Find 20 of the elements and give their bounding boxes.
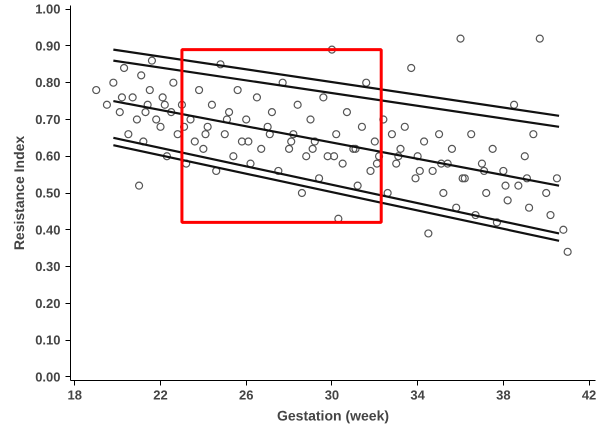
y-tick-label: 0.80 (35, 75, 61, 90)
x-tick-label: 18 (68, 388, 82, 402)
y-tick-label: 0.00 (35, 369, 61, 384)
y-axis-title: Resistance Index (11, 136, 28, 250)
x-tick-label: 22 (153, 388, 168, 402)
y-tick-label: 0.40 (35, 222, 61, 238)
y-tick-label: 1.00 (35, 2, 61, 17)
y-tick-label: 0.20 (35, 296, 61, 311)
x-tick-label: 26 (238, 388, 254, 402)
y-tick-label: 0.70 (35, 112, 61, 127)
y-tick-label: 0.50 (35, 186, 61, 200)
y-tick-label: 0.90 (35, 38, 61, 54)
x-tick-label: 42 (582, 388, 596, 402)
x-tick-label: 38 (496, 388, 511, 402)
y-tick-label: 0.60 (35, 148, 61, 164)
y-tick-label: 0.30 (35, 259, 61, 274)
x-tick-label: 30 (324, 388, 340, 402)
y-tick-label: 0.10 (35, 332, 61, 348)
x-axis-title: Gestation (week) (276, 408, 390, 424)
x-tick-label: 34 (410, 388, 426, 402)
